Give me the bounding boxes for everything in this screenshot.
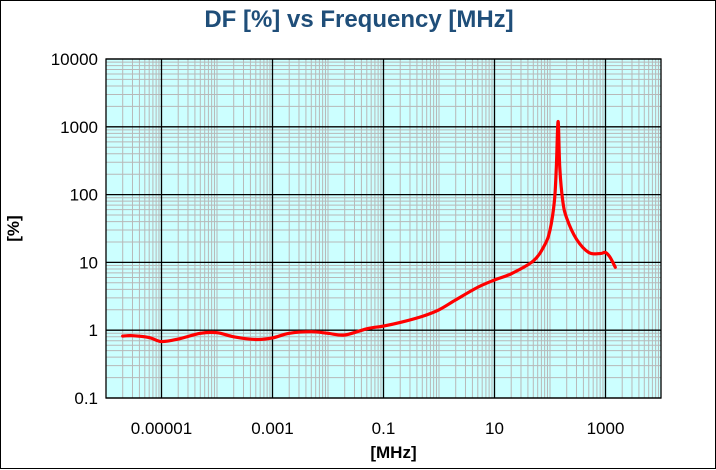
x-tick-label: 10 — [485, 419, 504, 438]
y-tick-label: 1 — [89, 321, 98, 340]
chart-title: DF [%] vs Frequency [MHz] — [204, 6, 514, 33]
x-tick-label: 0.1 — [372, 419, 396, 438]
y-tick-label: 100 — [70, 186, 98, 205]
x-tick-label: 0.00001 — [131, 419, 192, 438]
series-layer — [121, 119, 617, 344]
y-tick-label: 10000 — [51, 50, 98, 69]
y-tick-label: 1000 — [60, 118, 98, 137]
plot-border — [105, 58, 662, 399]
x-tick-labels: 0.00001 0.001 0.1 10 1000 — [131, 419, 625, 438]
x-axis-label: [MHz] — [370, 443, 416, 462]
y-axis-label: [%] — [4, 215, 23, 241]
x-tick-label: 1000 — [587, 419, 625, 438]
y-tick-label: 0.1 — [74, 389, 98, 408]
major-grid — [105, 58, 662, 399]
series-line — [121, 119, 617, 344]
y-tick-labels: 0.1 1 10 100 1000 10000 — [51, 50, 98, 408]
y-tick-label: 10 — [79, 253, 98, 272]
x-tick-label: 0.001 — [251, 419, 294, 438]
